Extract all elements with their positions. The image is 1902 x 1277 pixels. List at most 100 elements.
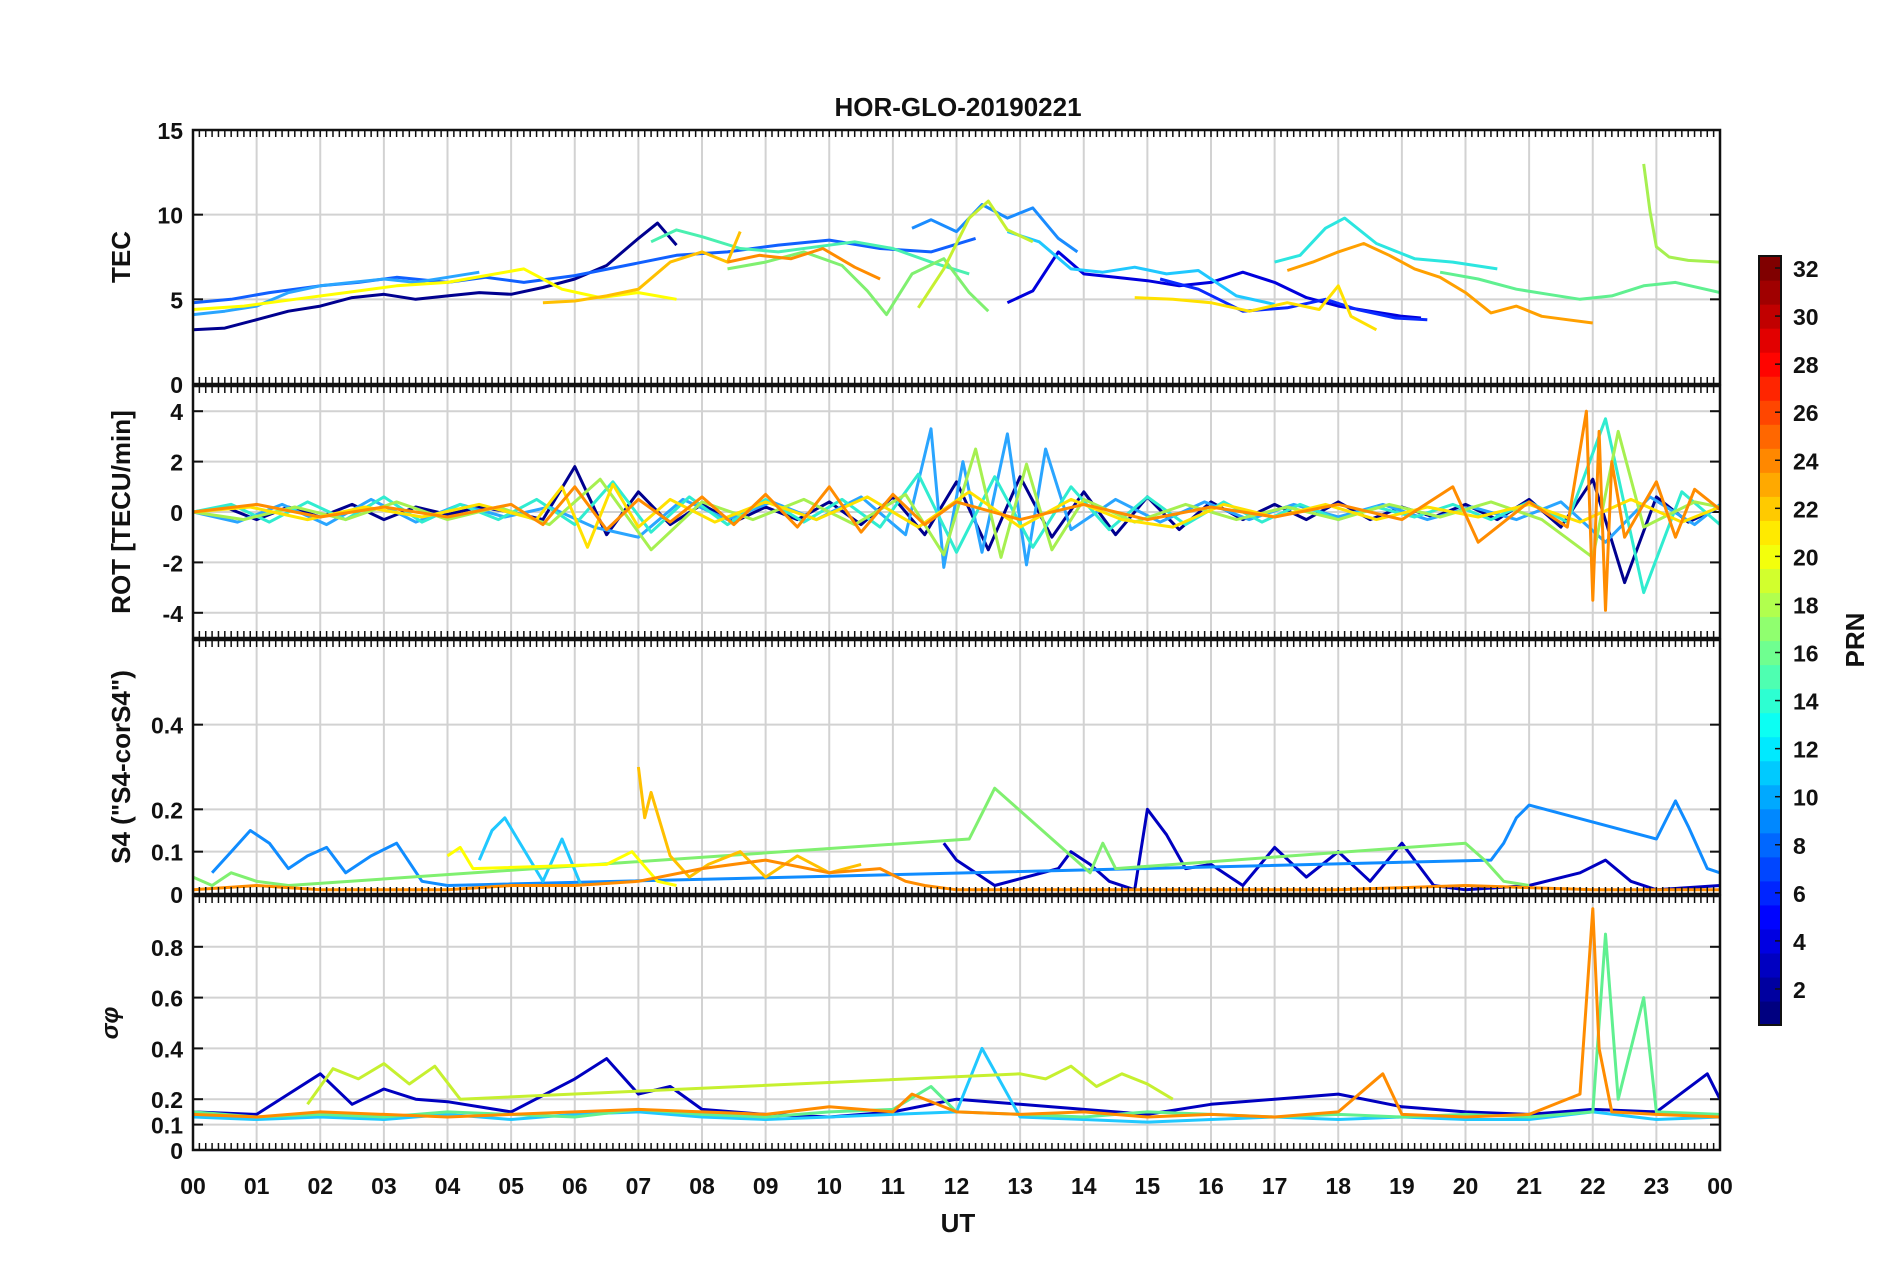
series-line-prn-18 bbox=[1642, 163, 1720, 264]
y-tick-label: -4 bbox=[163, 601, 184, 627]
y-axis-label: σφ bbox=[97, 1006, 124, 1039]
x-tick-label: 10 bbox=[816, 1173, 842, 1199]
x-tick-label: 18 bbox=[1325, 1173, 1351, 1199]
series-line-prn-24 bbox=[193, 409, 1720, 612]
x-tick-label: 02 bbox=[307, 1173, 333, 1199]
x-tick-label: 21 bbox=[1516, 1173, 1542, 1199]
x-tick-label: 22 bbox=[1580, 1173, 1606, 1199]
y-tick-label: 0.6 bbox=[151, 986, 183, 1012]
colorbar-segment bbox=[1759, 520, 1781, 545]
y-tick-label: 0.2 bbox=[151, 1087, 183, 1113]
x-tick-label: 19 bbox=[1389, 1173, 1415, 1199]
y-tick-label: 0 bbox=[170, 882, 183, 908]
colorbar-segment bbox=[1759, 688, 1781, 714]
y-axis-label: ROT [TECU/min] bbox=[106, 410, 136, 614]
series-group bbox=[193, 907, 1720, 1124]
x-tick-labels: 00 01 02 03 04 05 06 07 08 09 10 11 12 13 14 15 16 17 18 19… bbox=[180, 1173, 1733, 1199]
colorbar-tick-label: 8 bbox=[1793, 833, 1806, 859]
colorbar-segment bbox=[1759, 616, 1781, 642]
series-line-prn-22 bbox=[542, 231, 742, 305]
colorbar-frame bbox=[1758, 255, 1782, 1026]
series-line-prn-1 bbox=[193, 221, 678, 332]
x-tick-label: 20 bbox=[1453, 1173, 1479, 1199]
series-line-prn-1 bbox=[193, 465, 1720, 585]
colorbar-segment bbox=[1759, 544, 1781, 570]
x-tick-label: 08 bbox=[689, 1173, 715, 1199]
series-line-prn-19 bbox=[917, 199, 1034, 309]
y-tick-label: 4 bbox=[170, 399, 183, 425]
colorbar-tick-label: 18 bbox=[1793, 592, 1819, 618]
panel-rot: -4 -2 0 2 4 ROT [TECU/min] bbox=[106, 384, 1722, 640]
x-tick-label: 06 bbox=[562, 1173, 588, 1199]
colorbar-segment bbox=[1759, 328, 1781, 353]
colorbar-tick-label: 32 bbox=[1793, 256, 1819, 282]
colorbar-segment bbox=[1759, 400, 1781, 425]
series-line-prn-24 bbox=[193, 858, 1720, 892]
colorbar-segment bbox=[1759, 496, 1781, 521]
series-line-prn-24 bbox=[193, 907, 1720, 1119]
colorbar-segment bbox=[1759, 928, 1781, 954]
colorbar-label: PRN bbox=[1840, 613, 1870, 668]
y-tick-label: 5 bbox=[170, 287, 183, 313]
x-tick-label: 23 bbox=[1644, 1173, 1670, 1199]
colorbar-tick-label: 24 bbox=[1793, 448, 1819, 474]
series-line-prn-12 bbox=[477, 816, 583, 887]
series-line-prn-20 bbox=[446, 845, 677, 887]
series-line-prn-4 bbox=[1159, 277, 1428, 322]
colorbar-segment bbox=[1759, 904, 1781, 930]
series-line-prn-22 bbox=[636, 766, 862, 879]
series-group bbox=[193, 766, 1720, 892]
colorbar-segment bbox=[1759, 880, 1781, 906]
series-line-prn-19 bbox=[306, 1062, 1174, 1106]
colorbar-segment bbox=[1759, 640, 1781, 666]
y-tick-label: 0 bbox=[170, 1138, 183, 1164]
colorbar-segment bbox=[1759, 424, 1781, 449]
series-line-prn-16 bbox=[1439, 270, 1720, 301]
colorbar-segment bbox=[1759, 280, 1781, 305]
x-tick-label: 13 bbox=[1007, 1173, 1033, 1199]
series-line-prn-13 bbox=[1274, 216, 1498, 271]
colorbar-tick-label: 26 bbox=[1793, 400, 1819, 426]
series-line-prn-21 bbox=[193, 482, 1720, 549]
colorbar-tick-label: 14 bbox=[1793, 689, 1819, 715]
colorbar-segment bbox=[1759, 664, 1781, 690]
y-tick-label: 0.2 bbox=[151, 797, 183, 823]
colorbar-segment bbox=[1759, 304, 1781, 329]
colorbar-segment bbox=[1759, 784, 1781, 810]
x-tick-label: 09 bbox=[753, 1173, 779, 1199]
x-tick-label: 14 bbox=[1071, 1173, 1097, 1199]
colorbar-segment bbox=[1759, 352, 1781, 377]
panel-frame bbox=[191, 894, 1722, 1152]
colorbar-tick-label: 10 bbox=[1793, 785, 1819, 811]
x-tick-label: 05 bbox=[498, 1173, 524, 1199]
series-line-prn-11 bbox=[1006, 230, 1275, 306]
colorbar-segment bbox=[1759, 712, 1781, 738]
panel-tec: 0 5 10 15 TEC bbox=[106, 118, 1722, 398]
y-tick-label: 0 bbox=[170, 372, 183, 398]
series-line-prn-10 bbox=[210, 799, 1720, 887]
panel-s4: 0 0.1 0.2 0.4 S4 ("S4-corS4") bbox=[106, 638, 1722, 908]
panel-frame bbox=[191, 128, 1722, 386]
y-tick-label: 10 bbox=[157, 203, 183, 229]
y-tick-label: 2 bbox=[170, 450, 183, 476]
y-tick-label: 15 bbox=[157, 118, 183, 144]
y-axis-label: S4 ("S4-corS4") bbox=[106, 670, 136, 864]
colorbar-segment bbox=[1759, 856, 1781, 882]
colorbar-segment bbox=[1759, 448, 1781, 473]
x-tick-label: 00 bbox=[1707, 1173, 1733, 1199]
colorbar-tick-label: 4 bbox=[1793, 929, 1806, 955]
x-tick-label: 03 bbox=[371, 1173, 397, 1199]
colorbar-tick-label: 20 bbox=[1793, 544, 1819, 570]
colorbar-segment bbox=[1759, 976, 1781, 1002]
x-axis-label: UT bbox=[941, 1208, 976, 1238]
panel-sigma-phi: 00.10.2 0.4 0.6 0.8 σφ bbox=[97, 894, 1722, 1164]
x-tick-label: 15 bbox=[1135, 1173, 1161, 1199]
x-tick-label: 01 bbox=[244, 1173, 270, 1199]
series-line-prn-23 bbox=[1286, 242, 1593, 325]
series-group bbox=[193, 163, 1720, 332]
series-line-prn-15 bbox=[650, 228, 970, 276]
colorbar-tick-label: 30 bbox=[1793, 304, 1819, 330]
x-tick-label: 07 bbox=[626, 1173, 652, 1199]
y-tick-label: 0.1 bbox=[151, 840, 183, 866]
